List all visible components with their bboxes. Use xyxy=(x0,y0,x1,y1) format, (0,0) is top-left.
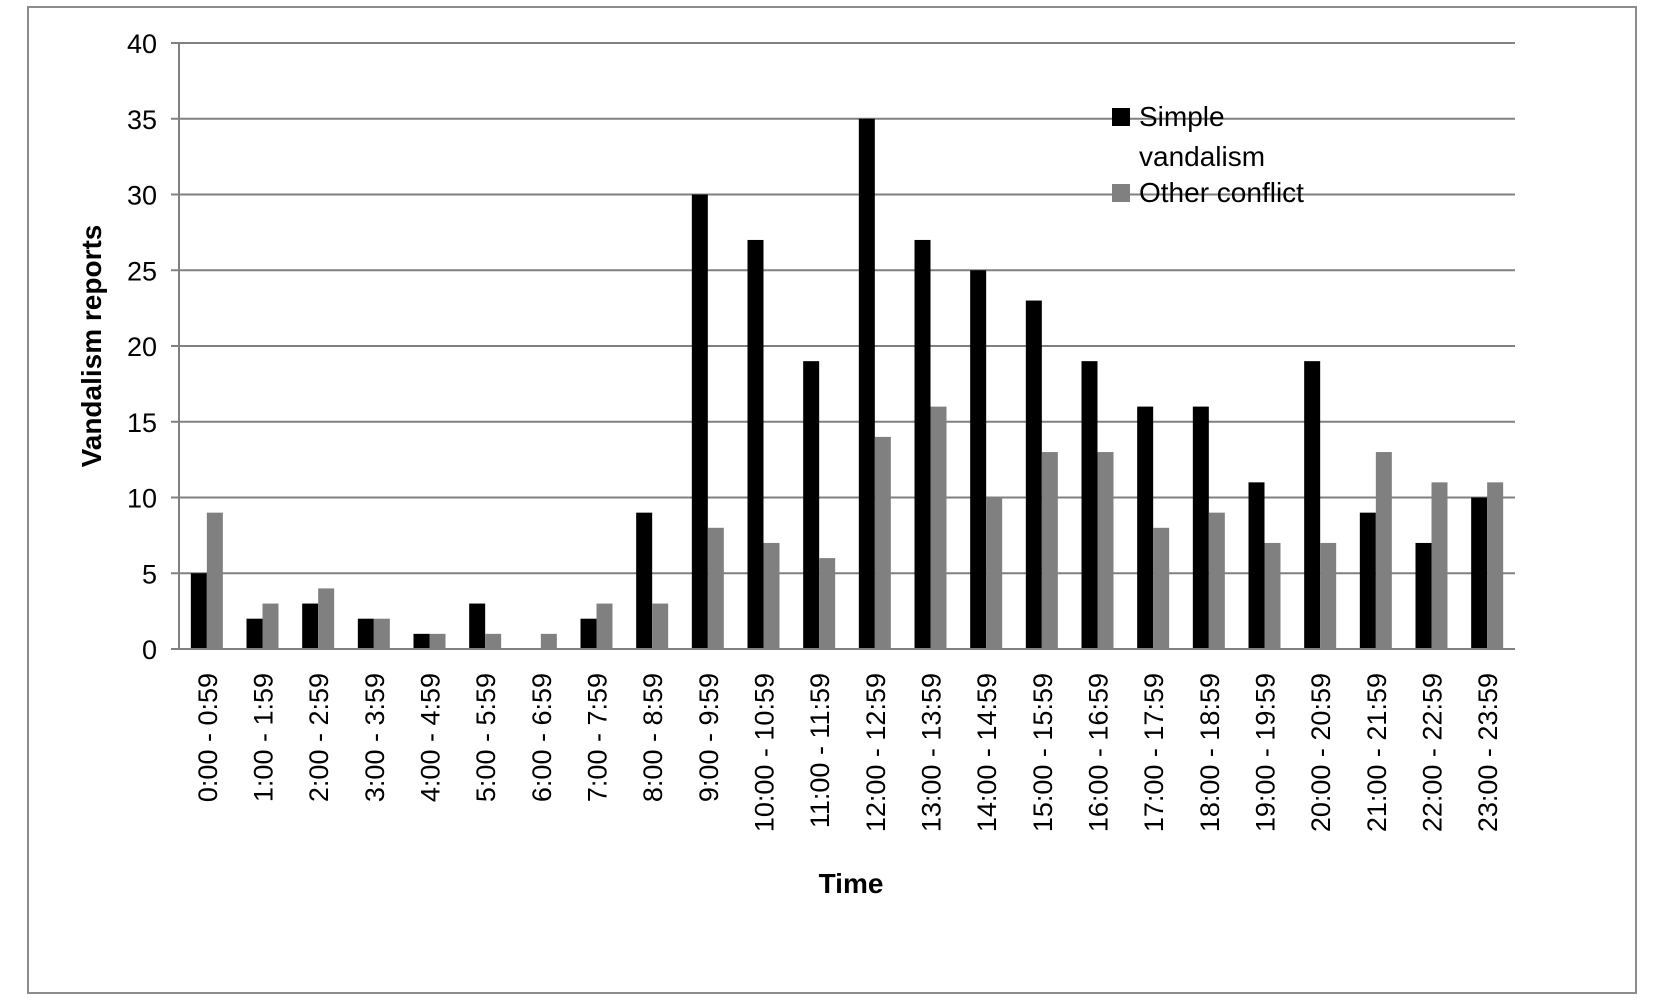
bar-simple-vandalism xyxy=(413,633,430,649)
bar-other-conflict xyxy=(1320,542,1337,649)
bar-other-conflict xyxy=(707,527,724,649)
y-tick-label: 30 xyxy=(127,181,157,211)
bar-simple-vandalism xyxy=(1359,512,1376,649)
bar-simple-vandalism xyxy=(970,270,987,649)
x-tick-label: 11:00 - 11:59 xyxy=(805,673,835,828)
x-tick-label: 18:00 - 18:59 xyxy=(1195,673,1225,832)
bar-other-conflict xyxy=(1487,482,1504,649)
legend-label-simple-vandalism: vandalism xyxy=(1139,141,1265,172)
x-tick-label: 2:00 - 2:59 xyxy=(304,673,334,802)
bar-simple-vandalism xyxy=(1192,406,1209,649)
bar-simple-vandalism xyxy=(803,361,820,649)
bar-simple-vandalism xyxy=(636,512,653,649)
chart-frame: 0 5 10 15 20 25 30 35 40 0:00 - 0:59 1:00 - 1:59 2… xyxy=(27,6,1637,994)
x-tick-label: 22:00 - 22:59 xyxy=(1418,673,1448,832)
y-axis-title: Vandalism reports xyxy=(76,225,107,468)
legend: Simple vandalism Other conflict xyxy=(1112,101,1304,208)
x-tick-labels: 0:00 - 0:59 1:00 - 1:59 2:00 - 2:59 3:00 - … xyxy=(193,673,1503,832)
bar-other-conflict xyxy=(373,618,390,649)
bar-other-conflict xyxy=(1208,512,1225,649)
x-axis-title: Time xyxy=(819,868,884,899)
bar-other-conflict xyxy=(485,633,502,649)
bar-other-conflict xyxy=(652,603,669,649)
legend-swatch-other-conflict xyxy=(1112,184,1130,202)
bar-other-conflict xyxy=(763,542,780,649)
legend-swatch-simple-vandalism xyxy=(1112,108,1130,126)
bar-simple-vandalism xyxy=(747,239,764,649)
bar-other-conflict xyxy=(318,588,335,649)
x-tick-label: 16:00 - 16:59 xyxy=(1084,673,1114,832)
x-tick-label: 20:00 - 20:59 xyxy=(1306,673,1336,832)
x-tick-label: 6:00 - 6:59 xyxy=(527,673,557,802)
bar-simple-vandalism xyxy=(1081,361,1098,649)
x-tick-label: 19:00 - 19:59 xyxy=(1251,673,1281,832)
x-tick-label: 0:00 - 0:59 xyxy=(193,673,223,802)
bar-simple-vandalism xyxy=(469,603,486,649)
bar-simple-vandalism xyxy=(1471,497,1488,649)
bar-simple-vandalism xyxy=(246,618,263,649)
x-tick-label: 8:00 - 8:59 xyxy=(638,673,668,802)
gridlines xyxy=(171,42,1515,650)
x-tick-label: 3:00 - 3:59 xyxy=(360,673,390,802)
x-tick-label: 5:00 - 5:59 xyxy=(471,673,501,802)
bar-simple-vandalism xyxy=(580,618,597,649)
y-tick-label: 20 xyxy=(127,332,157,362)
bar-other-conflict xyxy=(262,603,279,649)
bar-simple-vandalism xyxy=(190,573,207,649)
bar-other-conflict xyxy=(429,633,446,649)
bar-other-conflict xyxy=(1153,527,1170,649)
bar-other-conflict xyxy=(206,512,223,649)
bar-simple-vandalism xyxy=(357,618,374,649)
y-tick-label: 40 xyxy=(127,29,157,59)
bar-simple-vandalism xyxy=(858,118,875,649)
x-tick-label: 21:00 - 21:59 xyxy=(1362,673,1392,832)
x-tick-label: 15:00 - 15:59 xyxy=(1028,673,1058,832)
bar-simple-vandalism xyxy=(302,603,319,649)
bar-simple-vandalism xyxy=(1025,300,1042,649)
y-tick-label: 0 xyxy=(142,635,157,665)
y-tick-label: 25 xyxy=(127,256,157,286)
bar-other-conflict xyxy=(819,558,836,649)
x-tick-label: 10:00 - 10:59 xyxy=(750,673,780,832)
x-tick-label: 7:00 - 7:59 xyxy=(583,673,613,802)
axes xyxy=(178,43,1515,650)
y-tick-label: 35 xyxy=(127,105,157,135)
bar-simple-vandalism xyxy=(1304,361,1321,649)
x-tick-label: 17:00 - 17:59 xyxy=(1139,673,1169,832)
x-tick-label: 1:00 - 1:59 xyxy=(249,673,279,802)
bar-simple-vandalism xyxy=(691,194,708,649)
y-tick-labels: 0 5 10 15 20 25 30 35 40 xyxy=(127,29,157,665)
x-tick-label: 9:00 - 9:59 xyxy=(694,673,724,802)
x-tick-label: 12:00 - 12:59 xyxy=(861,673,891,832)
x-tick-label: 4:00 - 4:59 xyxy=(416,673,446,802)
bar-simple-vandalism xyxy=(1137,406,1154,649)
bar-other-conflict xyxy=(930,406,947,649)
bar-simple-vandalism xyxy=(1415,542,1432,649)
x-tick-label: 23:00 - 23:59 xyxy=(1473,673,1503,832)
bar-chart: 0 5 10 15 20 25 30 35 40 0:00 - 0:59 1:00 - 1:59 2… xyxy=(76,29,1515,899)
bar-other-conflict xyxy=(540,633,557,649)
bar-other-conflict xyxy=(596,603,613,649)
legend-label-other-conflict: Other conflict xyxy=(1139,177,1304,208)
x-tick-label: 13:00 - 13:59 xyxy=(917,673,947,832)
bar-other-conflict xyxy=(1431,482,1448,649)
bar-other-conflict xyxy=(1264,542,1281,649)
y-tick-label: 10 xyxy=(127,484,157,514)
bar-other-conflict xyxy=(874,436,891,649)
y-tick-label: 5 xyxy=(142,559,157,589)
y-tick-label: 15 xyxy=(127,408,157,438)
x-tick-label: 14:00 - 14:59 xyxy=(972,673,1002,832)
legend-label-simple-vandalism: Simple xyxy=(1139,101,1225,132)
bar-other-conflict xyxy=(1375,452,1392,649)
bar-other-conflict xyxy=(986,497,1003,649)
bar-other-conflict xyxy=(1041,452,1058,649)
bars xyxy=(190,118,1504,649)
bar-simple-vandalism xyxy=(914,239,931,649)
bar-other-conflict xyxy=(1097,452,1114,649)
bar-simple-vandalism xyxy=(1248,482,1265,649)
